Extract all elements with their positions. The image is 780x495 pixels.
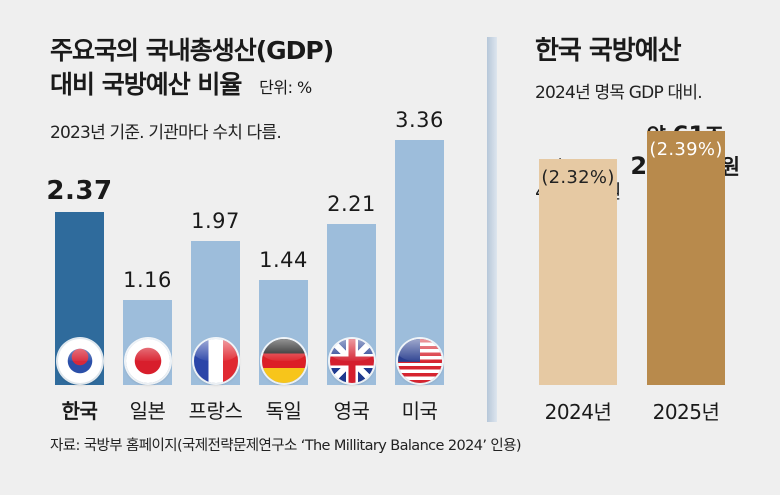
category-label-3: 독일 xyxy=(265,399,302,423)
right-chart-title: 한국 국방예산 xyxy=(535,36,682,66)
gdp-ratio-bar-chart: 2.37 한국 1.16 일본 1.97 프랑스 1.44 독일 2.21 영국 3.36 미국 xyxy=(46,108,444,423)
value-label-1: 1.16 xyxy=(123,268,172,293)
source-note: 자료: 국방부 홈페이지(국제전략문제연구소 ‘The Millitary Ba… xyxy=(50,438,522,454)
south-korea-flag-icon xyxy=(57,339,102,383)
category-label-0: 한국 xyxy=(61,399,98,423)
year-label-1: 2025년 xyxy=(652,400,720,424)
unit-label: 단위: % xyxy=(259,78,312,97)
category-label-4: 영국 xyxy=(333,399,370,423)
budget-bar-1 xyxy=(647,131,725,385)
value-label-5: 3.36 xyxy=(395,108,444,132)
japan-flag-icon xyxy=(125,339,170,383)
uk-flag-icon xyxy=(329,339,374,383)
usa-flag-icon xyxy=(397,339,442,383)
left-chart-subtitle: 2023년 기준. 기관마다 수치 다름. xyxy=(50,123,282,143)
category-label-5: 미국 xyxy=(401,399,438,423)
section-divider xyxy=(487,37,497,422)
value-label-4: 2.21 xyxy=(327,191,376,216)
germany-flag-icon xyxy=(261,339,306,383)
budget-bar-0 xyxy=(539,159,617,385)
value-label-0: 2.37 xyxy=(46,176,113,207)
korea-defense-budget-chart: (2.32%) 2024년 (2.39%) 2025년 xyxy=(480,0,780,440)
left-chart-title-text: 대비 국방예산 비율 xyxy=(50,70,242,99)
value-label-3: 1.44 xyxy=(259,248,308,272)
category-label-2: 프랑스 xyxy=(188,399,243,423)
pct-label-0: (2.32%) xyxy=(541,167,615,188)
value-label-2: 1.97 xyxy=(191,209,240,234)
left-chart-title-line2: 대비 국방예산 비율 단위: % xyxy=(50,70,312,103)
category-label-1: 일본 xyxy=(129,399,166,423)
year-label-0: 2024년 xyxy=(544,400,612,424)
right-chart-subtitle: 2024년 명목 GDP 대비. xyxy=(535,83,703,103)
france-flag-icon xyxy=(193,339,238,383)
left-chart-title-line1: 주요국의 국내총생산(GDP) xyxy=(50,36,334,65)
pct-label-1: (2.39%) xyxy=(649,139,723,160)
